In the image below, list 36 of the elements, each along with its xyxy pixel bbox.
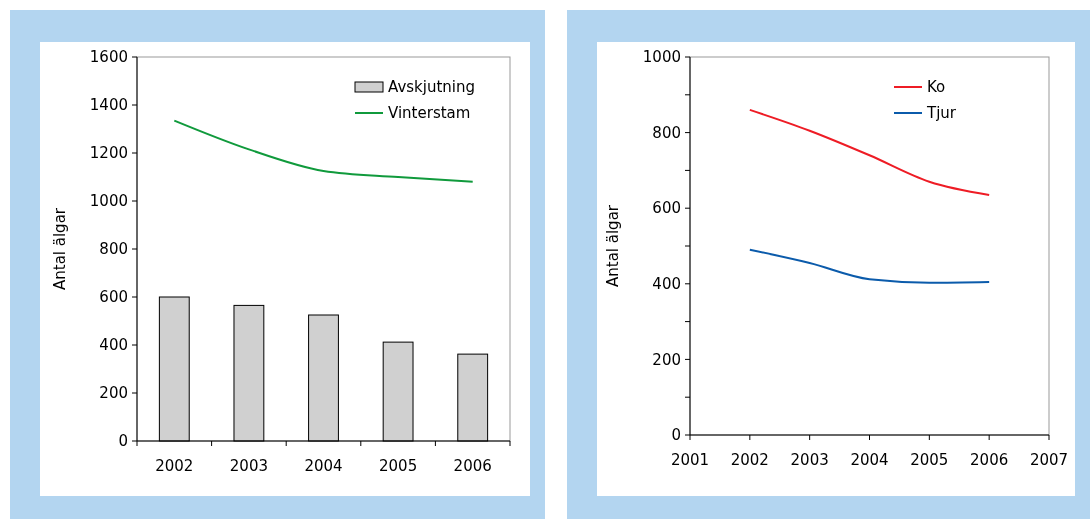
y-tick-label: 1000: [642, 48, 681, 67]
y-tick-label: 200: [99, 384, 128, 403]
line-series: [748, 108, 991, 196]
legend-label: Vinterstam: [388, 104, 471, 123]
y-tick-label: 400: [99, 336, 128, 355]
y-tick-label: 600: [99, 288, 128, 307]
y-tick-label: 1400: [89, 96, 128, 115]
x-tick-label: 2003: [229, 457, 268, 475]
y-tick-label: 1600: [89, 48, 128, 67]
x-tick-label: 2001: [670, 451, 710, 469]
y-axis-title: Antal älgar: [604, 204, 622, 288]
line-series: [748, 248, 991, 284]
y-tick-label: 0: [671, 426, 681, 445]
y-tick-label: 800: [652, 123, 681, 142]
y-tick-label: 0: [118, 432, 128, 451]
x-tick-label: 2004: [850, 451, 889, 469]
x-tick-label: 2007: [1029, 451, 1069, 469]
x-tick-label: 2006: [970, 451, 1009, 469]
legend-label: Avskjutning: [388, 78, 476, 97]
x-tick-label: 2005: [910, 451, 949, 469]
y-tick-label: 1200: [89, 144, 128, 163]
x-tick-label: 2004: [304, 457, 343, 475]
x-tick-label: 2006: [453, 457, 492, 475]
y-tick-label: 400: [652, 275, 681, 294]
x-tick-label: 2005: [379, 457, 418, 475]
y-tick-label: 1000: [89, 192, 128, 211]
legend-label: Ko: [927, 78, 946, 97]
y-tick-label: 200: [652, 350, 681, 369]
y-axis-title: Antal älgar: [51, 207, 69, 291]
y-tick-label: 800: [99, 240, 128, 259]
line-series: [173, 119, 474, 183]
legend-label: Tjur: [926, 104, 957, 123]
x-tick-label: 2003: [790, 451, 829, 469]
x-tick-label: 2002: [730, 451, 769, 469]
x-tick-label: 2002: [155, 457, 194, 475]
y-tick-label: 600: [652, 199, 681, 218]
